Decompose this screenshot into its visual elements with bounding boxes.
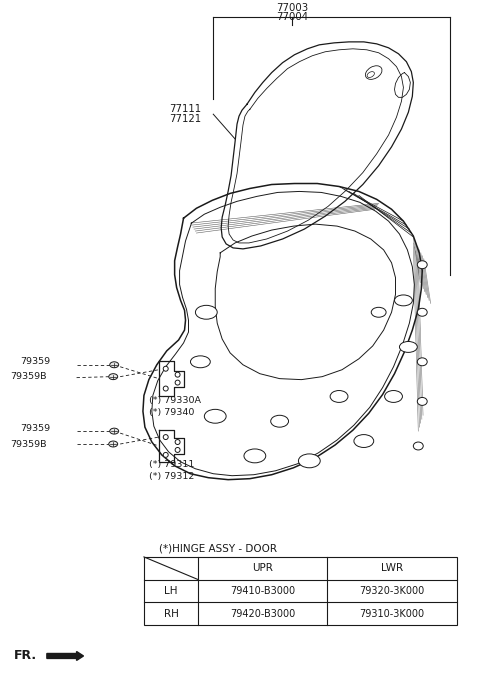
Ellipse shape (354, 434, 374, 448)
Ellipse shape (175, 380, 180, 385)
Ellipse shape (417, 261, 427, 269)
Text: (*)HINGE ASSY - DOOR: (*)HINGE ASSY - DOOR (159, 543, 277, 553)
Ellipse shape (367, 71, 374, 78)
Ellipse shape (163, 452, 168, 457)
Text: LWR: LWR (381, 564, 403, 573)
Bar (144, 557, 457, 625)
Text: 77121: 77121 (168, 114, 201, 124)
Text: 79310-3K000: 79310-3K000 (360, 609, 425, 619)
Ellipse shape (195, 305, 217, 319)
Ellipse shape (163, 434, 168, 439)
Ellipse shape (413, 442, 423, 450)
Text: 79359B: 79359B (10, 439, 47, 448)
Ellipse shape (395, 295, 412, 306)
Ellipse shape (110, 362, 119, 368)
Ellipse shape (244, 449, 266, 463)
Text: 79410-B3000: 79410-B3000 (230, 586, 295, 596)
Ellipse shape (384, 391, 402, 403)
Text: (*) 79330A: (*) 79330A (149, 396, 201, 405)
Text: (*) 79312: (*) 79312 (149, 472, 194, 481)
Text: 77003: 77003 (276, 3, 309, 13)
Text: UPR: UPR (252, 564, 273, 573)
Text: (*) 79311: (*) 79311 (149, 460, 194, 469)
Ellipse shape (417, 308, 427, 316)
Ellipse shape (175, 448, 180, 452)
Text: FR.: FR. (14, 650, 37, 663)
Text: 79420-B3000: 79420-B3000 (230, 609, 295, 619)
FancyArrow shape (47, 652, 84, 661)
Ellipse shape (110, 428, 119, 434)
Ellipse shape (365, 66, 382, 79)
Text: LH: LH (165, 586, 178, 596)
Ellipse shape (371, 307, 386, 317)
Ellipse shape (163, 386, 168, 391)
Text: (*) 79340: (*) 79340 (149, 408, 194, 417)
Text: 79359B: 79359B (10, 372, 47, 381)
Text: 79320-3K000: 79320-3K000 (360, 586, 425, 596)
Ellipse shape (330, 391, 348, 403)
Ellipse shape (109, 441, 118, 447)
Ellipse shape (109, 373, 118, 380)
Text: 77111: 77111 (168, 104, 201, 115)
Ellipse shape (417, 358, 427, 366)
Ellipse shape (163, 366, 168, 371)
Ellipse shape (204, 409, 226, 423)
Ellipse shape (399, 341, 417, 353)
Text: RH: RH (164, 609, 179, 619)
Ellipse shape (299, 454, 320, 468)
Text: 77004: 77004 (276, 12, 309, 22)
Ellipse shape (417, 398, 427, 405)
Text: 79359: 79359 (20, 423, 50, 432)
Ellipse shape (191, 356, 210, 368)
Ellipse shape (271, 415, 288, 428)
Text: 79359: 79359 (20, 357, 50, 366)
Ellipse shape (175, 372, 180, 377)
Ellipse shape (175, 439, 180, 444)
